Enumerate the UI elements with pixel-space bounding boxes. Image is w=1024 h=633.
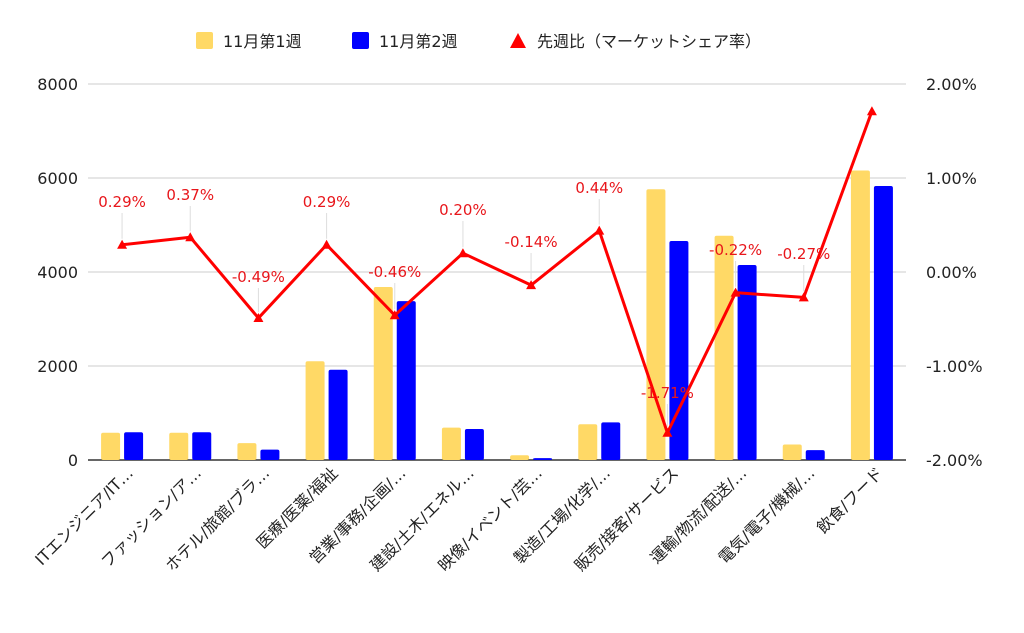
line-point <box>117 239 128 249</box>
left-axis-tick-label: 2000 <box>37 357 78 376</box>
data-label: -0.46% <box>368 263 421 281</box>
line-point <box>185 232 196 242</box>
left-axis-tick-label: 8000 <box>37 75 78 94</box>
bar <box>124 432 144 460</box>
right-axis-tick-label: -1.00% <box>926 357 983 376</box>
line-point <box>798 292 809 302</box>
right-axis-tick-label: 0.00% <box>926 263 977 282</box>
line-point <box>662 427 673 437</box>
bar <box>373 287 393 460</box>
bar <box>441 427 461 460</box>
line-point <box>730 287 741 297</box>
left-axis-ticks: 0 2000 4000 6000 8000 <box>37 75 78 470</box>
bar <box>782 444 802 460</box>
right-axis-tick-label: 2.00% <box>926 75 977 94</box>
bar <box>396 301 416 460</box>
bar <box>533 458 553 460</box>
legend-swatch <box>352 32 369 49</box>
category-label: 飲食/フード <box>813 463 887 537</box>
data-label: 0.29% <box>303 193 351 211</box>
bars <box>101 170 893 461</box>
line-point <box>253 313 264 323</box>
bar <box>873 185 893 461</box>
bar <box>646 189 666 460</box>
line-point <box>457 248 468 258</box>
data-label: 0.29% <box>98 193 146 211</box>
line-data-labels: 0.29% 0.37% -0.49% 0.29% -0.46% 0.20% -0.14% 0.… <box>98 179 830 427</box>
bar <box>805 450 825 460</box>
left-axis-tick-label: 6000 <box>37 169 78 188</box>
bar <box>237 443 257 460</box>
legend-label: 先週比（マーケットシェア率） <box>537 32 761 51</box>
line-point <box>526 280 537 290</box>
data-label: -0.14% <box>505 233 558 251</box>
bar <box>601 422 621 460</box>
bar <box>850 170 870 461</box>
bar <box>328 369 348 460</box>
left-axis-tick-label: 4000 <box>37 263 78 282</box>
line-point <box>321 239 332 249</box>
bar <box>305 361 325 460</box>
right-axis-ticks: -2.00% -1.00% 0.00% 1.00% 2.00% <box>926 75 983 470</box>
bar <box>510 455 530 460</box>
category-labels: ITエンジニア/IT…ファッション/ア…ホテル/旅館/ブラ…医療/医薬/福祉営業… <box>31 463 886 575</box>
legend-label: 11月第1週 <box>223 32 302 51</box>
market-share-line <box>117 106 877 437</box>
bar <box>169 432 189 460</box>
legend-label: 11月第2週 <box>379 32 458 51</box>
data-label: -0.49% <box>232 268 285 286</box>
bar <box>101 432 121 460</box>
line-point <box>866 106 877 116</box>
bar <box>192 432 212 460</box>
legend: 11月第1週 11月第2週 先週比（マーケットシェア率） <box>196 32 761 51</box>
legend-swatch <box>196 32 213 49</box>
left-axis-tick-label: 0 <box>68 451 78 470</box>
line-series <box>121 110 874 435</box>
data-label: -0.22% <box>709 241 762 259</box>
data-label: -1.71% <box>641 384 694 402</box>
bar <box>578 424 598 460</box>
bar <box>737 264 757 460</box>
line-point <box>389 310 400 320</box>
line-point <box>594 225 605 235</box>
bar <box>714 235 734 460</box>
right-axis-tick-label: 1.00% <box>926 169 977 188</box>
gridlines <box>88 83 906 461</box>
bar <box>669 240 689 460</box>
bar <box>260 449 280 460</box>
data-label: 0.20% <box>439 201 487 219</box>
data-label: 0.37% <box>166 186 214 204</box>
right-axis-tick-label: -2.00% <box>926 451 983 470</box>
data-label: 0.44% <box>575 179 623 197</box>
data-label: -0.27% <box>777 245 830 263</box>
legend-marker <box>510 33 526 48</box>
bar <box>464 428 484 460</box>
